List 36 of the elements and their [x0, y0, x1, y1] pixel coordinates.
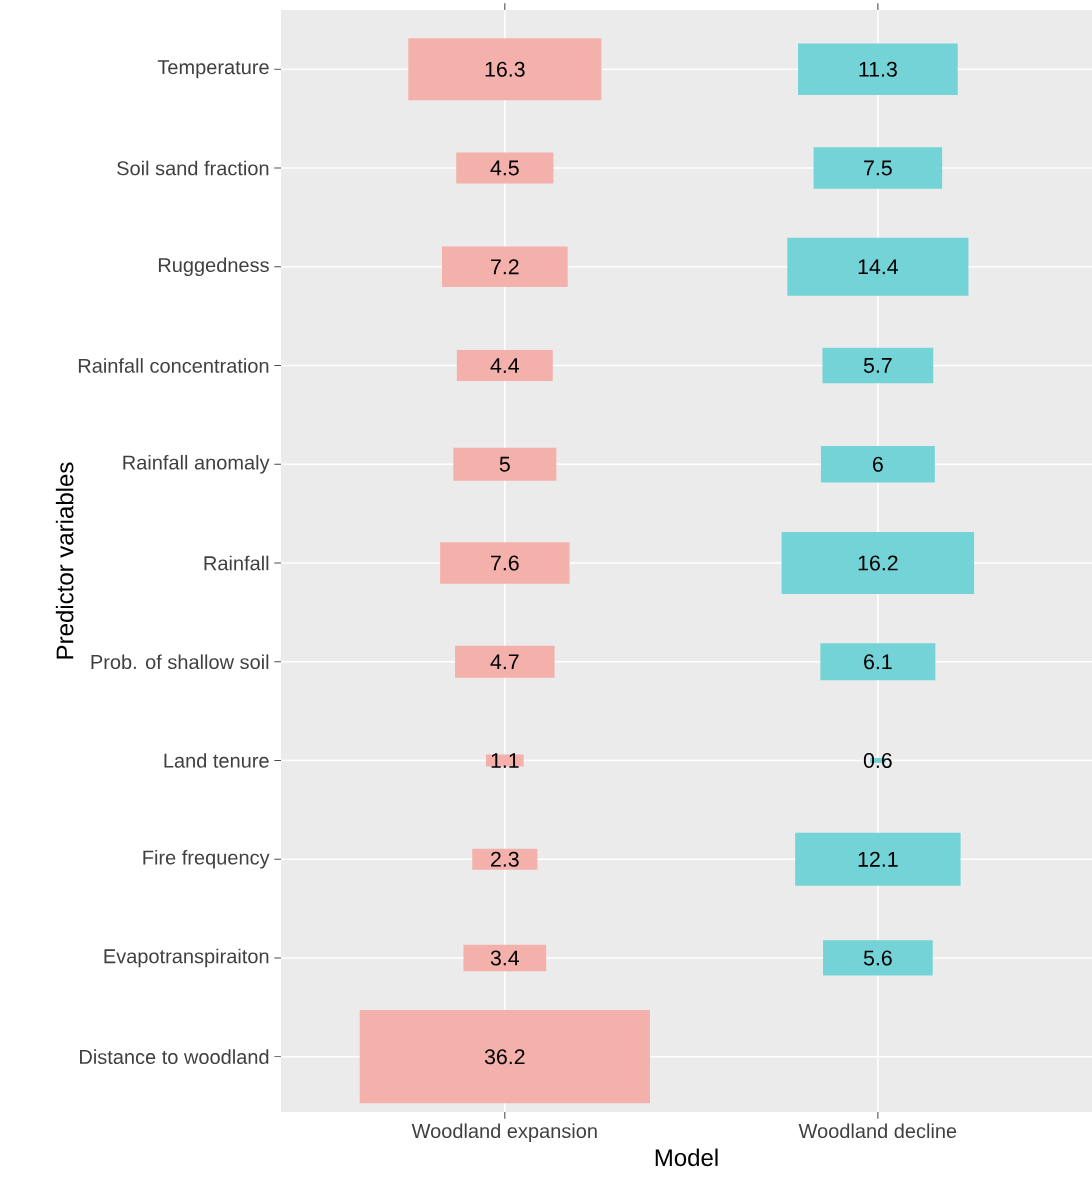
data-label: 36.2 [484, 1049, 525, 1065]
y-tick-label: Temperature [157, 60, 269, 79]
data-label: 4.5 [490, 160, 519, 176]
data-label: 6.1 [864, 654, 892, 670]
data-label: 7.6 [491, 555, 519, 571]
data-label: 0.6 [863, 752, 892, 769]
x-tick-label: Woodland expansion [411, 1123, 597, 1143]
data-label: 7.5 [864, 160, 892, 176]
data-label: 5.6 [863, 950, 892, 966]
data-label: 4.4 [490, 358, 520, 373]
y-tick-label: Ruggedness [158, 257, 269, 277]
data-label: 16.3 [485, 61, 525, 77]
y-tick-label: Rainfall concentration [78, 358, 269, 373]
data-label: 16.2 [858, 555, 898, 571]
data-label: 4.7 [490, 654, 519, 670]
y-tick-label: Rainfall [204, 555, 269, 571]
y-tick-label: Evapotranspiraiton [104, 948, 269, 968]
y-tick-label: Soil sand fraction [117, 160, 269, 176]
data-label: 11.3 [859, 61, 897, 77]
data-label: 1.1 [491, 753, 519, 768]
data-label: 6 [873, 456, 883, 472]
data-label: 3.4 [490, 950, 520, 966]
data-label: 7.2 [491, 259, 519, 275]
x-axis-title: Model [655, 1148, 718, 1167]
y-tick-label: Prob. of shallow soil [91, 654, 269, 670]
y-tick-label: Land tenure [164, 753, 269, 768]
x-tick-label: Woodland decline [798, 1123, 957, 1139]
y-axis-title: Predictor variables [55, 462, 74, 659]
y-tick-label: Distance to woodland [80, 1049, 269, 1065]
data-label: 2.3 [491, 851, 519, 867]
y-tick-label: Fire frequency [143, 849, 270, 869]
y-tick-label: Rainfall anomaly [123, 454, 270, 474]
data-label: 14.4 [858, 259, 898, 275]
data-label: 5 [499, 456, 510, 472]
data-label: 5.7 [863, 358, 892, 373]
data-label: 12.1 [858, 851, 898, 867]
